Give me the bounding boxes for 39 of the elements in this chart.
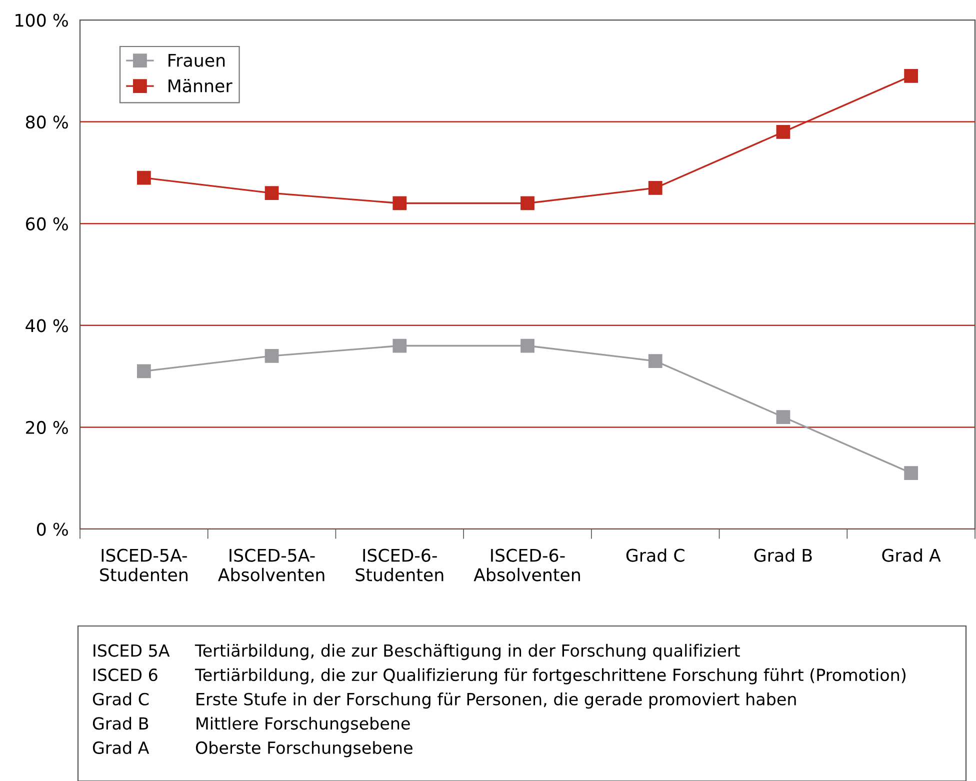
text: Oberste Forschungsebene [196, 741, 412, 758]
legend-label: Männer [168, 78, 232, 92]
point [264, 186, 279, 200]
x-tick-label: ISCED-6- Studenten [356, 548, 444, 582]
y-tick-label: 60 % [26, 217, 68, 230]
x-tick-label: ISCED-6- Absolventen [474, 548, 580, 582]
x-tick-label: ISCED-5A- Studenten [100, 548, 188, 582]
y-tick-label: 40 % [26, 319, 68, 332]
text: Erste Stufe in der Forschung für Personen, die gerade promoviert haben [196, 692, 796, 709]
x-tick-label: Grad A [882, 548, 941, 562]
point [904, 466, 918, 480]
point [904, 69, 918, 83]
text: ISCED 5A [94, 644, 170, 657]
text: Grad A [92, 741, 150, 754]
point [136, 364, 151, 378]
y-tick-label: 100 % [16, 14, 68, 27]
x-tick-label: ISCED-5A- Absolventen [218, 548, 324, 582]
point [136, 170, 151, 185]
point [264, 348, 279, 363]
point [392, 196, 407, 210]
x-tick-label: Grad B [754, 548, 812, 562]
y-tick-label: 80 % [26, 116, 68, 129]
text: Mittlere Forschungsebene [196, 716, 410, 733]
point [776, 125, 790, 139]
x-tick-label: Grad C [626, 548, 684, 562]
point [648, 354, 662, 368]
text: Grad B [92, 716, 148, 730]
text: Grad C [92, 692, 149, 706]
y-tick-label: 20 % [26, 420, 68, 434]
y-tick-label: 0 % [36, 522, 68, 536]
point [648, 181, 662, 195]
text: ISCED 6 [94, 668, 158, 682]
text: Tertiärbildung, die zur Beschäftigung in der Forschung qualifiziert [194, 644, 740, 660]
point [520, 338, 534, 353]
point [392, 338, 407, 353]
text: Tertiärbildung, die zur Qualifizierung für fortgeschrittene Forschung führt (Promotion) [194, 668, 906, 684]
point [776, 410, 790, 424]
legend-label: Frauen [168, 54, 225, 67]
point [520, 196, 534, 210]
